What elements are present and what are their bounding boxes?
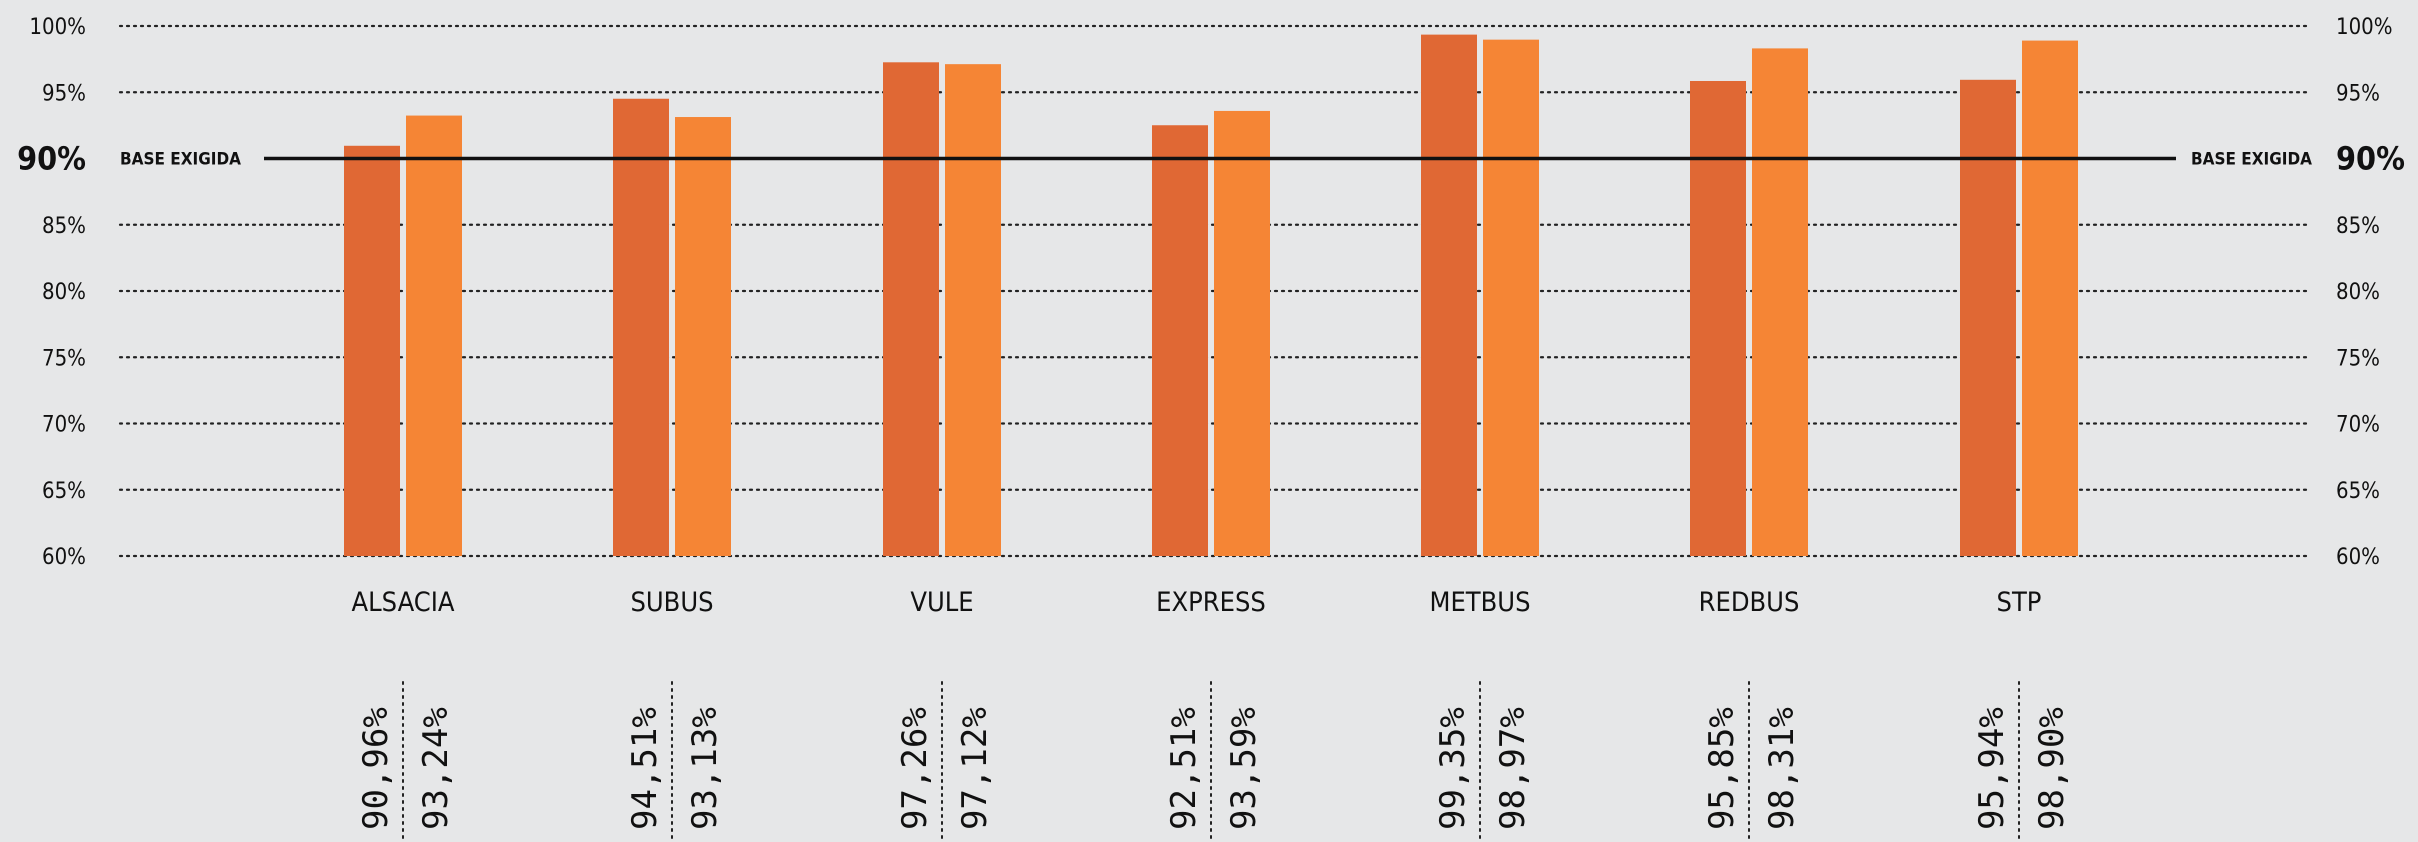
y-tick-label-left: 75% — [42, 346, 86, 371]
bar — [1421, 34, 1477, 557]
category-label: VULE — [910, 587, 973, 618]
bar — [2022, 40, 2078, 556]
value-labels: 90,96% 93,24% 94,51% 93,13% 97,26% 97,12% 92,5… — [356, 681, 2072, 842]
category-label: REDBUS — [1699, 587, 1800, 618]
category-label: METBUS — [1429, 587, 1530, 618]
value-label: 98,90% — [2032, 707, 2072, 830]
y-tick-label-left: 70% — [42, 413, 86, 438]
bars — [344, 34, 2078, 557]
category-label: ALSACIA — [352, 587, 455, 618]
baseline-value-left: 90% — [17, 140, 86, 178]
baseline-value-right: 90% — [2336, 140, 2405, 178]
bar — [1752, 48, 1808, 557]
y-tick-label-right: 65% — [2336, 479, 2380, 504]
bar — [883, 62, 939, 557]
value-label: 93,59% — [1224, 707, 1264, 830]
bar — [1152, 125, 1208, 557]
category-label: EXPRESS — [1156, 587, 1266, 618]
baseline-label-left: BASE EXIGIDA — [120, 150, 241, 170]
y-tick-label-right: 80% — [2336, 280, 2380, 305]
value-label: 95,85% — [1702, 707, 1742, 830]
value-label: 97,12% — [955, 707, 995, 830]
bar — [1483, 39, 1539, 556]
category-labels: ALSACIA SUBUS VULE EXPRESS METBUS REDBUS STP — [352, 587, 2042, 618]
y-tick-label-right: 70% — [2336, 413, 2380, 438]
baseline-label-right: BASE EXIGIDA — [2191, 150, 2312, 170]
value-label: 94,51% — [625, 707, 665, 830]
y-tick-label-right: 60% — [2336, 545, 2380, 570]
y-tick-label-left: 60% — [42, 545, 86, 570]
y-tick-label-left: 95% — [42, 81, 86, 106]
bar — [406, 115, 462, 556]
value-label: 99,35% — [1433, 707, 1473, 830]
y-tick-label-right: 85% — [2336, 214, 2380, 239]
value-label: 90,96% — [356, 707, 396, 830]
value-label: 98,31% — [1762, 707, 1802, 830]
bar — [613, 98, 669, 557]
y-tick-label-right: 100% — [2336, 15, 2393, 40]
bar — [945, 64, 1001, 556]
y-tick-label-right: 75% — [2336, 346, 2380, 371]
value-label: 93,24% — [416, 707, 456, 830]
value-label: 93,13% — [685, 707, 725, 830]
category-label: STP — [1997, 587, 2042, 618]
y-tick-label-left: 80% — [42, 280, 86, 305]
y-axis-ticks: 60% 60% 65% 65% 70% 70% 75% 75% 80% 80% 85% 85% 95% 9… — [29, 15, 2392, 570]
y-tick-label-left: 100% — [29, 15, 86, 40]
value-label: 95,94% — [1972, 707, 2012, 830]
y-tick-label-right: 95% — [2336, 81, 2380, 106]
baseline: 90% 90% BASE EXIGIDA BASE EXIGIDA — [17, 140, 2405, 178]
value-label: 92,51% — [1164, 707, 1204, 830]
bar — [344, 145, 400, 556]
category-label: SUBUS — [630, 587, 713, 618]
bar — [1214, 110, 1270, 557]
value-label: 97,26% — [895, 707, 935, 830]
y-tick-label-left: 65% — [42, 479, 86, 504]
bar — [675, 117, 731, 556]
value-label: 98,97% — [1493, 707, 1533, 830]
bar — [1690, 80, 1746, 557]
bar — [1960, 79, 2016, 557]
y-tick-label-left: 85% — [42, 214, 86, 239]
